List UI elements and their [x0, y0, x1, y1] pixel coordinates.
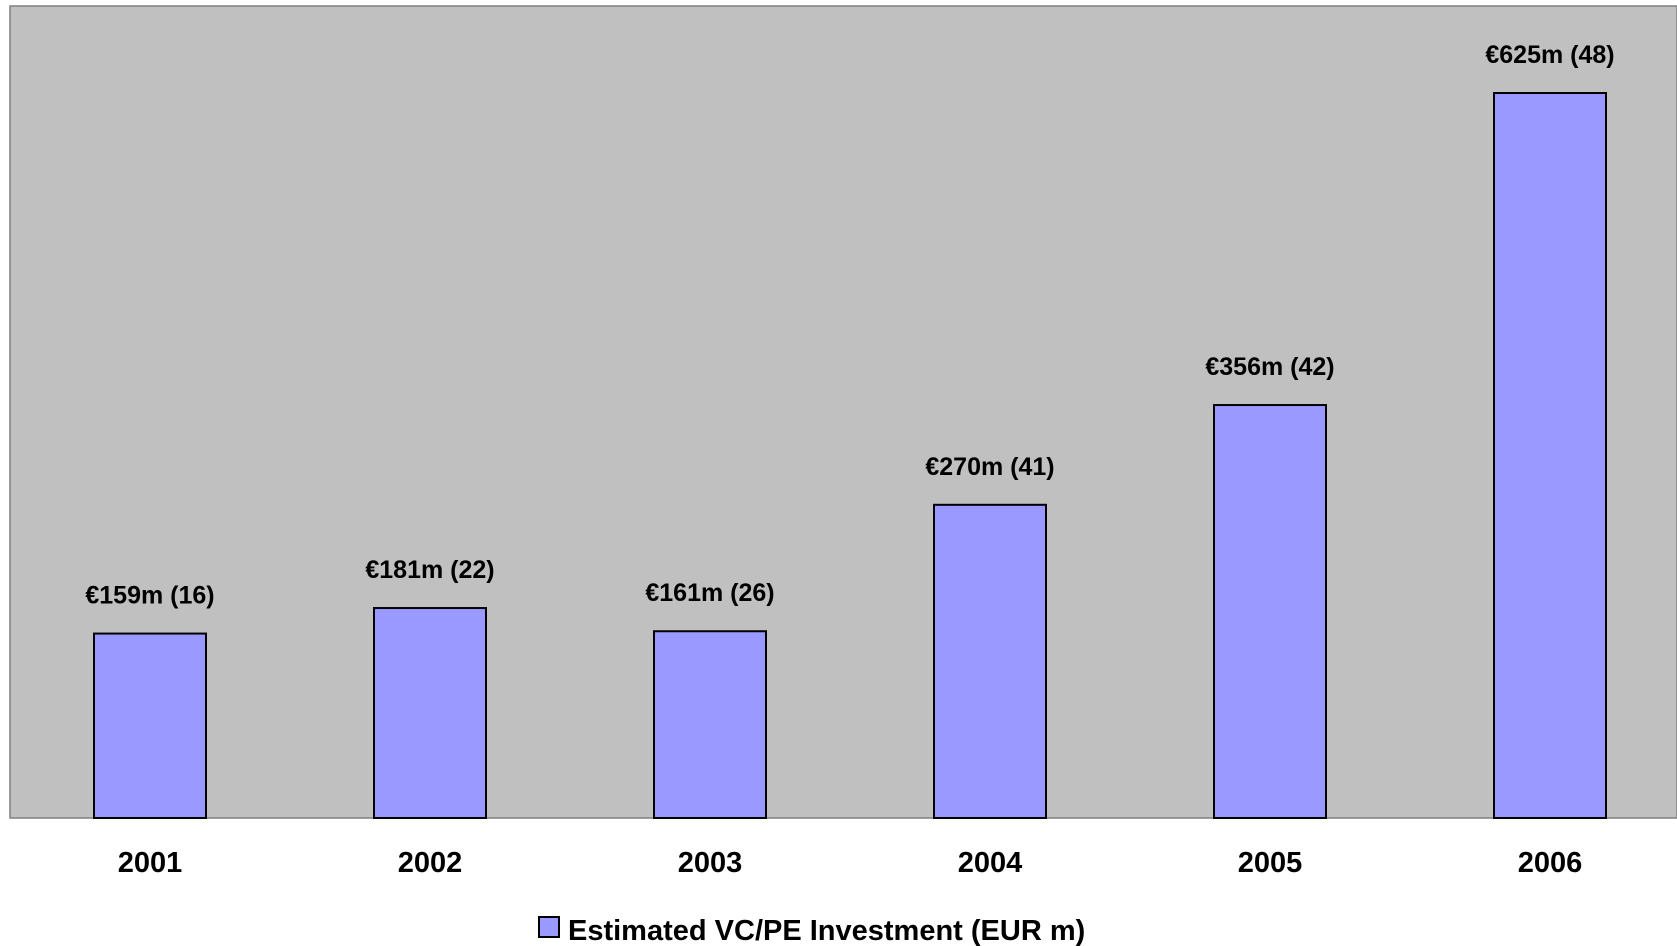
x-axis-tick-labels: 2001 2002 2003 2004 2005 2006 [118, 847, 1583, 879]
bar-2003 [653, 630, 767, 819]
plot-area [9, 5, 1677, 819]
data-label-2004: €270m (41) [925, 453, 1054, 481]
bar-2006 [1493, 92, 1607, 819]
data-label-2002: €181m (22) [365, 556, 494, 584]
x-tick-label-2003: 2003 [678, 847, 743, 879]
x-tick-label-2005: 2005 [1238, 847, 1303, 879]
data-label-2005: €356m (42) [1205, 353, 1334, 381]
legend: Estimated VC/PE Investment (EUR m) [538, 915, 1085, 946]
data-label-2006: €625m (48) [1485, 41, 1614, 69]
data-label-2001: €159m (16) [85, 582, 214, 610]
bar-2002 [373, 607, 487, 819]
data-labels-group: €159m (16) €181m (22) €161m (26) €270m (41)… [85, 41, 1614, 610]
data-label-2003: €161m (26) [645, 579, 774, 607]
legend-swatch [538, 916, 560, 938]
legend-label: Estimated VC/PE Investment (EUR m) [568, 915, 1085, 946]
x-tick-label-2004: 2004 [958, 847, 1023, 879]
x-tick-label-2006: 2006 [1518, 847, 1583, 879]
bar-2001 [93, 632, 207, 819]
x-tick-label-2002: 2002 [398, 847, 463, 879]
bar-2004 [933, 503, 1047, 819]
bar-2005 [1213, 404, 1327, 819]
x-tick-label-2001: 2001 [118, 847, 183, 879]
bars-group [93, 92, 1607, 819]
